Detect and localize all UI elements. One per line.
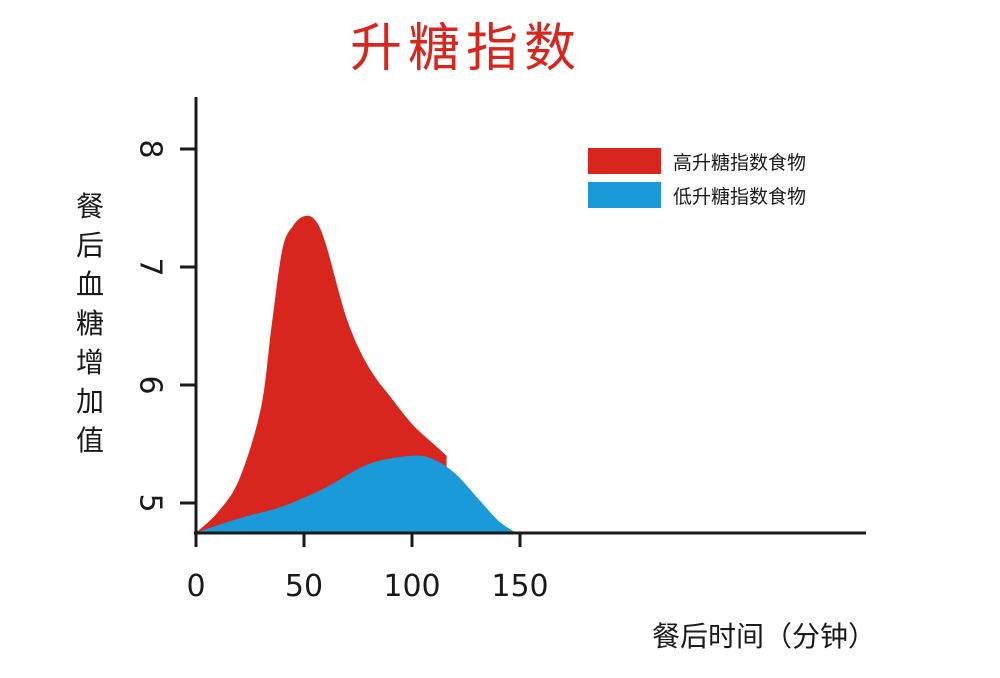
y-axis-label: 餐后血糖增加值 [76,190,104,457]
plot-area [196,215,516,533]
series-area-high [196,215,447,533]
y-tick-label: 8 [133,139,168,158]
x-axis-label: 餐后时间（分钟） [652,620,876,653]
legend: 高升糖指数食物 低升糖指数食物 [588,148,806,208]
series-area-low [196,455,516,533]
legend-swatch-low [588,182,661,208]
x-tick-label: 150 [491,569,548,604]
legend-swatch-high [588,148,661,174]
x-tick-label: 100 [383,569,440,604]
y-tick-label: 6 [133,375,168,394]
y-ticks: 5 6 7 8 [133,139,196,513]
legend-label-high: 高升糖指数食物 [673,152,806,174]
legend-label-low: 低升糖指数食物 [673,186,806,208]
x-tick-label: 0 [186,569,205,604]
x-ticks: 0 50 100 150 [186,533,549,604]
chart-title: 升糖指数 [350,19,582,79]
y-tick-label: 7 [133,257,168,276]
y-tick-label: 5 [133,493,168,512]
x-tick-label: 50 [285,569,323,604]
